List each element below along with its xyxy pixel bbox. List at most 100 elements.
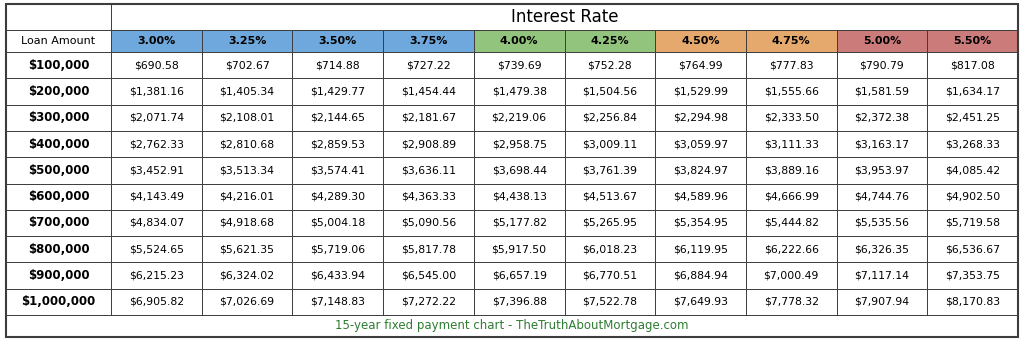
Text: $6,326.35: $6,326.35 [854, 244, 909, 254]
Bar [202, 105, 293, 131]
Text: $2,181.67: $2,181.67 [401, 113, 456, 123]
Text: $3,698.44: $3,698.44 [492, 165, 547, 175]
Bar [474, 236, 564, 263]
Bar [837, 78, 928, 105]
Text: $4,589.96: $4,589.96 [673, 192, 728, 202]
Bar [383, 105, 474, 131]
Text: $817.08: $817.08 [950, 60, 995, 70]
Text: $6,222.66: $6,222.66 [764, 244, 819, 254]
Text: $7,026.69: $7,026.69 [219, 297, 274, 307]
Bar [928, 236, 1018, 263]
Text: $2,108.01: $2,108.01 [219, 113, 274, 123]
Text: $3,059.97: $3,059.97 [673, 139, 728, 149]
Text: $764.99: $764.99 [678, 60, 723, 70]
Bar [293, 131, 383, 157]
Bar [383, 183, 474, 210]
Bar [6, 315, 1018, 337]
Bar [655, 105, 745, 131]
Bar [564, 210, 655, 236]
Text: $4,216.01: $4,216.01 [219, 192, 274, 202]
Text: 3.00%: 3.00% [137, 36, 175, 46]
Bar [837, 183, 928, 210]
Text: $3,268.33: $3,268.33 [945, 139, 1000, 149]
Bar [745, 52, 837, 78]
Text: 4.25%: 4.25% [591, 36, 629, 46]
Bar [202, 131, 293, 157]
Bar [6, 157, 111, 183]
Text: $2,859.53: $2,859.53 [310, 139, 366, 149]
Text: $2,256.84: $2,256.84 [583, 113, 637, 123]
Bar [293, 263, 383, 289]
Bar [655, 210, 745, 236]
Text: $7,649.93: $7,649.93 [673, 297, 728, 307]
Text: $7,353.75: $7,353.75 [945, 270, 1000, 281]
Text: $1,429.77: $1,429.77 [310, 87, 366, 97]
Text: $3,824.97: $3,824.97 [673, 165, 728, 175]
Text: $4,143.49: $4,143.49 [129, 192, 184, 202]
Text: $3,953.97: $3,953.97 [854, 165, 909, 175]
Bar [564, 30, 655, 52]
Text: $5,917.50: $5,917.50 [492, 244, 547, 254]
Bar [383, 52, 474, 78]
Bar [111, 131, 202, 157]
Bar [111, 183, 202, 210]
Text: 5.50%: 5.50% [953, 36, 992, 46]
Text: $7,000.49: $7,000.49 [764, 270, 819, 281]
Text: $8,170.83: $8,170.83 [945, 297, 1000, 307]
Bar [655, 52, 745, 78]
Bar [928, 210, 1018, 236]
Text: $752.28: $752.28 [588, 60, 632, 70]
Bar [928, 263, 1018, 289]
Bar [474, 263, 564, 289]
Text: $5,090.56: $5,090.56 [400, 218, 456, 228]
Bar [928, 30, 1018, 52]
Text: $4,834.07: $4,834.07 [129, 218, 184, 228]
Text: $3,513.34: $3,513.34 [219, 165, 274, 175]
Text: $500,000: $500,000 [28, 164, 89, 177]
Text: $700,000: $700,000 [28, 217, 89, 229]
Bar [383, 78, 474, 105]
Text: $2,372.38: $2,372.38 [854, 113, 909, 123]
Bar [474, 131, 564, 157]
Bar [928, 157, 1018, 183]
Text: $1,405.34: $1,405.34 [219, 87, 274, 97]
Text: $4,513.67: $4,513.67 [583, 192, 637, 202]
Bar [293, 78, 383, 105]
Bar [564, 157, 655, 183]
Bar [564, 236, 655, 263]
Text: $300,000: $300,000 [28, 111, 89, 124]
Text: $690.58: $690.58 [134, 60, 179, 70]
Text: $4,438.13: $4,438.13 [492, 192, 547, 202]
Text: $5,535.56: $5,535.56 [854, 218, 909, 228]
Text: $900,000: $900,000 [28, 269, 89, 282]
Text: $4,289.30: $4,289.30 [310, 192, 366, 202]
Bar [745, 30, 837, 52]
Bar [837, 52, 928, 78]
Text: $2,333.50: $2,333.50 [764, 113, 819, 123]
Text: $5,719.58: $5,719.58 [945, 218, 1000, 228]
Bar [655, 236, 745, 263]
Text: $6,324.02: $6,324.02 [219, 270, 274, 281]
Bar [928, 289, 1018, 315]
Text: $7,148.83: $7,148.83 [310, 297, 366, 307]
Bar [655, 30, 745, 52]
Text: $5,719.06: $5,719.06 [310, 244, 366, 254]
Bar [383, 289, 474, 315]
Bar [293, 183, 383, 210]
Bar [202, 210, 293, 236]
Text: $200,000: $200,000 [28, 85, 89, 98]
Bar [474, 183, 564, 210]
Bar [474, 52, 564, 78]
Bar [202, 30, 293, 52]
Text: $7,907.94: $7,907.94 [854, 297, 909, 307]
Bar [6, 210, 111, 236]
Bar [293, 30, 383, 52]
Text: $100,000: $100,000 [28, 59, 89, 72]
Bar [293, 105, 383, 131]
Bar [655, 289, 745, 315]
Text: $6,905.82: $6,905.82 [129, 297, 184, 307]
Bar [383, 236, 474, 263]
Bar [6, 289, 111, 315]
Text: $790.79: $790.79 [859, 60, 904, 70]
Text: 4.50%: 4.50% [681, 36, 720, 46]
